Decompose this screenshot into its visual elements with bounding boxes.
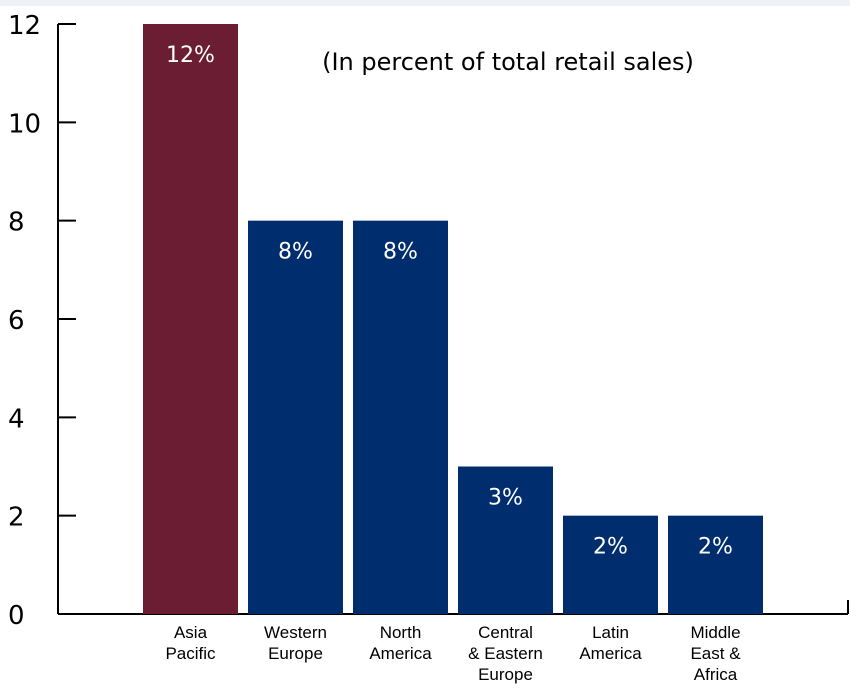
bar xyxy=(563,515,658,614)
bar xyxy=(248,220,343,614)
category-labels: Asia Pacific Western Europe North America Cent… xyxy=(165,623,741,684)
bar-data-label: 2% xyxy=(698,535,733,560)
category-label: Middle East & Africa xyxy=(690,623,741,684)
category-label: North America xyxy=(369,623,432,663)
bar-data-label: 2% xyxy=(593,535,628,560)
y-tick-label: 8 xyxy=(8,208,25,238)
bar-data-label: 12% xyxy=(166,43,215,68)
y-tick-label: 6 xyxy=(8,306,25,336)
category-label: Western Europe xyxy=(264,623,327,663)
y-tick-label: 2 xyxy=(8,503,25,533)
bar xyxy=(668,515,763,614)
category-label: Central & Eastern Europe xyxy=(468,623,543,684)
bar xyxy=(143,24,238,614)
bar xyxy=(458,466,553,614)
category-label: Latin America xyxy=(579,623,642,663)
bar-data-label: 3% xyxy=(488,486,523,511)
y-tick-label: 4 xyxy=(8,404,25,434)
chart-subtitle: (In percent of total retail sales) xyxy=(322,48,694,76)
bars: 12% 8% 8% 3% 2% 2% xyxy=(143,24,763,614)
y-tick-labels: 0 2 4 6 8 10 12 xyxy=(8,11,41,631)
top-band xyxy=(0,0,850,6)
bar xyxy=(353,220,448,614)
y-tick-label: 0 xyxy=(8,601,25,631)
y-tick-label: 10 xyxy=(8,109,41,139)
bar-data-label: 8% xyxy=(278,240,313,265)
bar-data-label: 8% xyxy=(383,240,418,265)
category-label: Asia Pacific xyxy=(165,623,216,663)
y-tick-label: 12 xyxy=(8,11,41,41)
